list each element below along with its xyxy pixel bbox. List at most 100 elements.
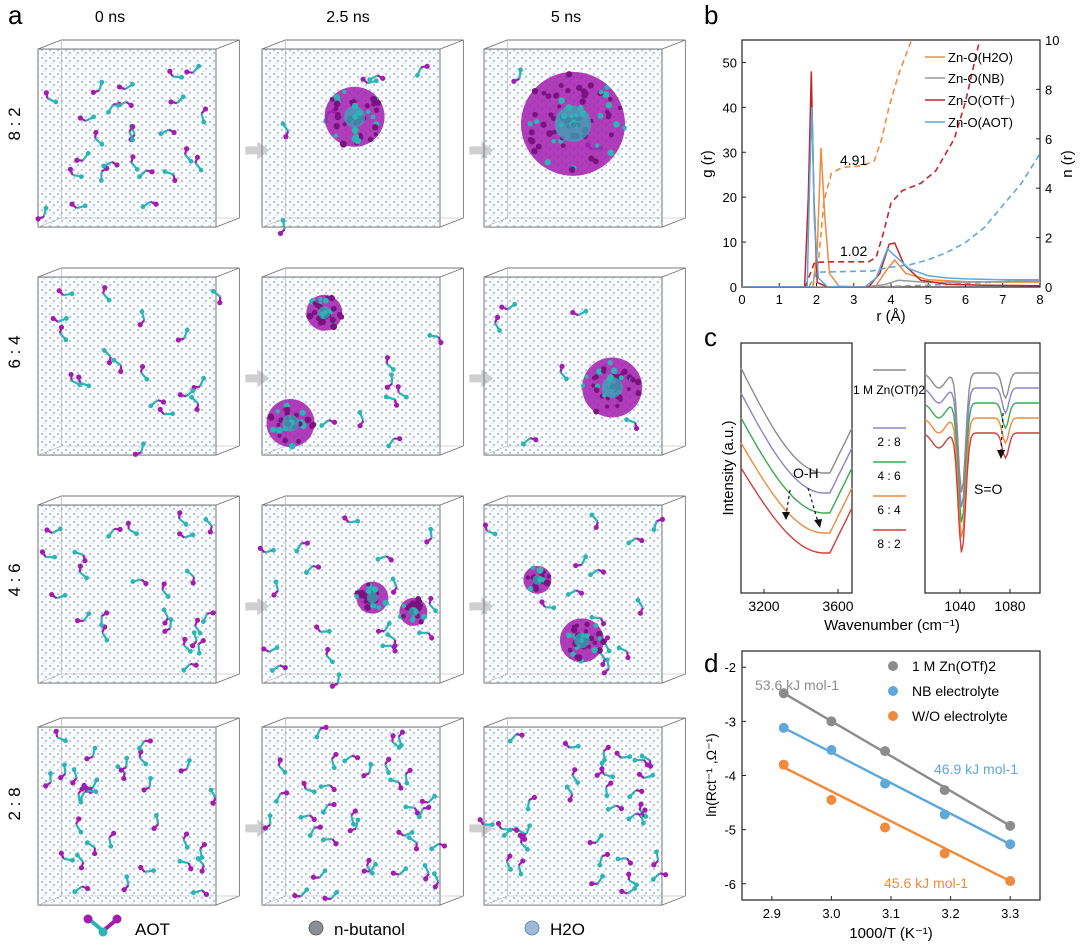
aot-head	[438, 339, 444, 346]
micelle-atom	[553, 92, 560, 99]
aot-tail-end	[318, 784, 324, 789]
aot-tail-end	[429, 846, 434, 852]
aot-molecule	[587, 833, 604, 846]
aot-tail-end	[639, 753, 645, 759]
aot-micelle	[306, 294, 345, 331]
aot-molecule	[597, 851, 611, 868]
aot-head	[663, 872, 669, 878]
aot-molecule	[138, 864, 157, 874]
aot-molecule	[130, 578, 149, 587]
aot-head	[194, 406, 200, 413]
aot-tail-end	[355, 817, 361, 823]
aot-molecule	[482, 522, 498, 537]
aot-head	[514, 827, 520, 833]
aot-tail-end	[615, 856, 621, 862]
water-molecules	[262, 505, 440, 684]
aot-tail-end	[654, 849, 659, 855]
micelle-core	[366, 592, 378, 604]
aot-molecule	[615, 856, 634, 866]
simulation-box-r2-c0	[37, 495, 270, 684]
aot-tail-end	[604, 657, 610, 663]
aot-head	[638, 801, 644, 807]
micelle-atom	[597, 636, 602, 641]
aot-tail-end	[140, 204, 146, 210]
aot-tail-end	[179, 74, 185, 80]
aot-head	[594, 772, 600, 778]
aot-molecule	[375, 555, 394, 563]
panel-b-legend-0: Zn-O(H2O)	[948, 50, 1013, 65]
panel-c-oh-arrow-right	[807, 487, 819, 523]
micelle-atom	[527, 586, 534, 592]
aot-tail-end	[417, 630, 422, 636]
aot-tail-end	[64, 315, 69, 321]
aot-tail-end	[304, 887, 310, 893]
micelle-core	[601, 376, 623, 398]
aot-head	[162, 628, 168, 634]
micelle-atom	[598, 89, 604, 95]
micelle-atom	[530, 565, 535, 570]
aot-tail-end	[422, 863, 428, 868]
panel-c-legend-0: 1 M Zn(OTf)2	[853, 383, 925, 397]
aot-tail-end	[527, 823, 533, 829]
aot-head	[361, 868, 367, 874]
aot-head	[317, 824, 323, 830]
aot-tail-end	[72, 889, 78, 895]
panel-c-right-frame	[924, 342, 1041, 594]
aot-molecule	[121, 874, 130, 893]
aot-molecule	[118, 755, 130, 773]
aot-head	[639, 788, 645, 794]
aot-head	[572, 767, 578, 773]
aot-tail-end	[188, 648, 193, 654]
aot-tail-end	[492, 531, 498, 537]
panel-b-cn-line-2	[804, 40, 981, 287]
aot-molecule	[195, 856, 205, 874]
micelle-atom	[365, 109, 371, 115]
panel-d-point-1-4	[1005, 839, 1016, 850]
aot-tail-end	[78, 799, 84, 805]
aot-tail-end	[165, 594, 171, 600]
aot-tail-end	[210, 288, 216, 294]
micelle-atom	[363, 599, 368, 604]
aot-molecule	[257, 545, 276, 554]
aot-tail-end	[82, 203, 88, 209]
aot-tail-end	[307, 833, 313, 838]
aot-tail-end	[199, 855, 205, 860]
aot-molecule	[319, 419, 338, 428]
panel-d-ytick-label: -3	[724, 714, 736, 729]
aot-tail-end	[409, 830, 415, 835]
aot-tail-end	[319, 423, 325, 428]
aot-molecule	[157, 406, 176, 417]
aot-tail-end	[403, 804, 409, 810]
aot-molecule	[431, 871, 440, 890]
aot-tail-end	[180, 94, 186, 100]
micelle-atom	[329, 316, 336, 324]
aot-head	[426, 804, 432, 810]
micelle-atom	[418, 619, 424, 625]
aot-molecule	[182, 636, 193, 654]
aot-tail-end	[610, 774, 616, 780]
aot-head	[70, 780, 76, 786]
aot-molecule	[380, 643, 398, 654]
aot-head	[301, 780, 307, 786]
micelle-atom	[536, 566, 544, 574]
water-molecules	[38, 505, 216, 684]
box-top-edge	[483, 39, 686, 50]
micelle-atom	[354, 137, 362, 145]
aot-molecule	[403, 804, 421, 816]
micelle-atom	[276, 422, 281, 427]
aot-molecule	[342, 754, 361, 764]
panel-c-oh-arrowhead-right	[814, 519, 822, 528]
aot-molecule	[384, 355, 396, 372]
micelle-atom	[600, 368, 607, 374]
panel-b-xtick-label: 8	[1036, 292, 1043, 307]
aot-tail-end	[190, 388, 196, 394]
aot-tail-end	[130, 137, 136, 143]
aot-tail-end	[198, 167, 204, 173]
aot-head	[111, 830, 117, 836]
aot-head	[277, 757, 283, 763]
aot-molecule	[148, 399, 167, 409]
micelle-atom	[367, 136, 374, 143]
aot-molecule	[68, 371, 82, 388]
